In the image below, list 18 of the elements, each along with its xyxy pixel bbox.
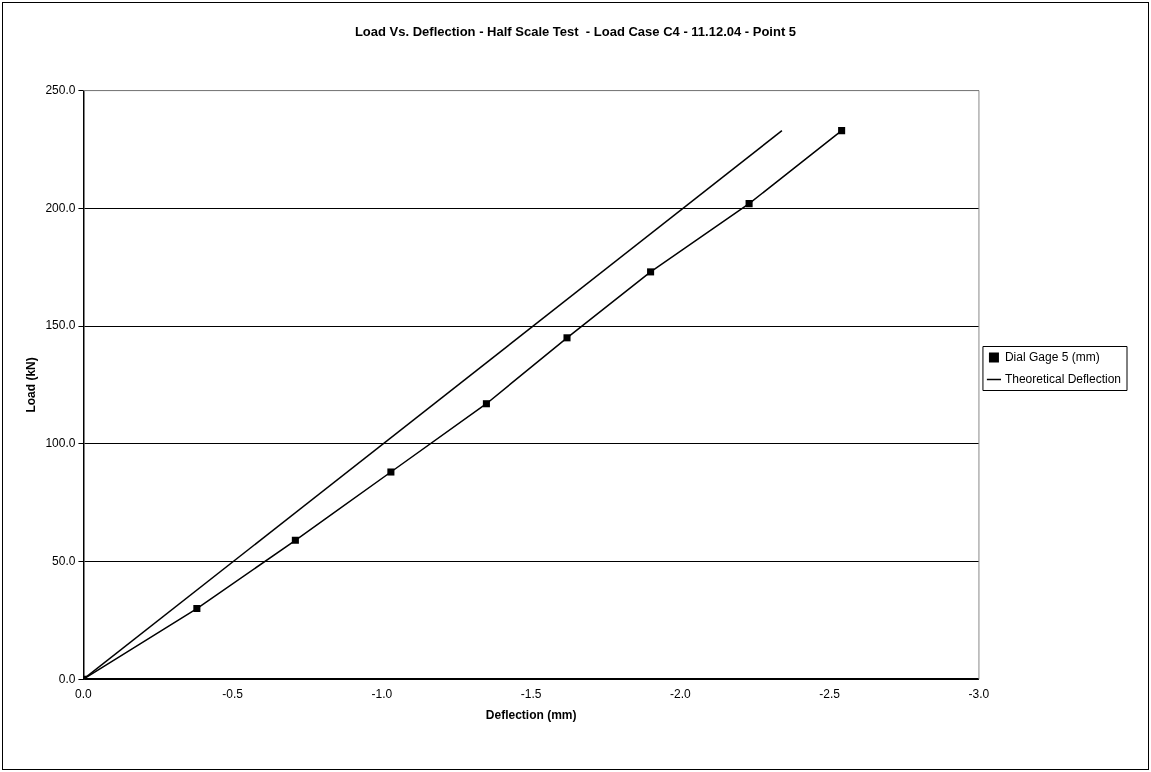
x-tick-label: -2.5	[819, 686, 841, 701]
y-tick-label: 50.0	[52, 553, 76, 568]
x-axis-title: Deflection (mm)	[485, 708, 577, 723]
y-tick-label: 100.0	[45, 436, 76, 451]
y-tick-label: 150.0	[45, 318, 76, 333]
y-tick-label: 250.0	[45, 82, 76, 97]
y-tick-label: 200.0	[45, 200, 76, 215]
x-tick-label: -3.0	[968, 686, 990, 701]
y-axis-title: Load (kN)	[23, 357, 38, 413]
x-tick-label: -0.5	[222, 686, 244, 701]
chart-title: Load Vs. Deflection - Half Scale Test - Load Case C4 - 11.12.04 - Point 5	[354, 24, 797, 40]
x-tick-label: 0.0	[75, 686, 93, 701]
legend-label: Dial Gage 5 (mm)	[1004, 349, 1100, 364]
x-tick-label: -1.5	[520, 686, 542, 701]
legend-label: Theoretical Deflection	[1004, 371, 1122, 386]
x-tick-label: -1.0	[371, 686, 393, 701]
y-tick-label: 0.0	[58, 671, 76, 686]
x-tick-label: -2.0	[670, 686, 692, 701]
